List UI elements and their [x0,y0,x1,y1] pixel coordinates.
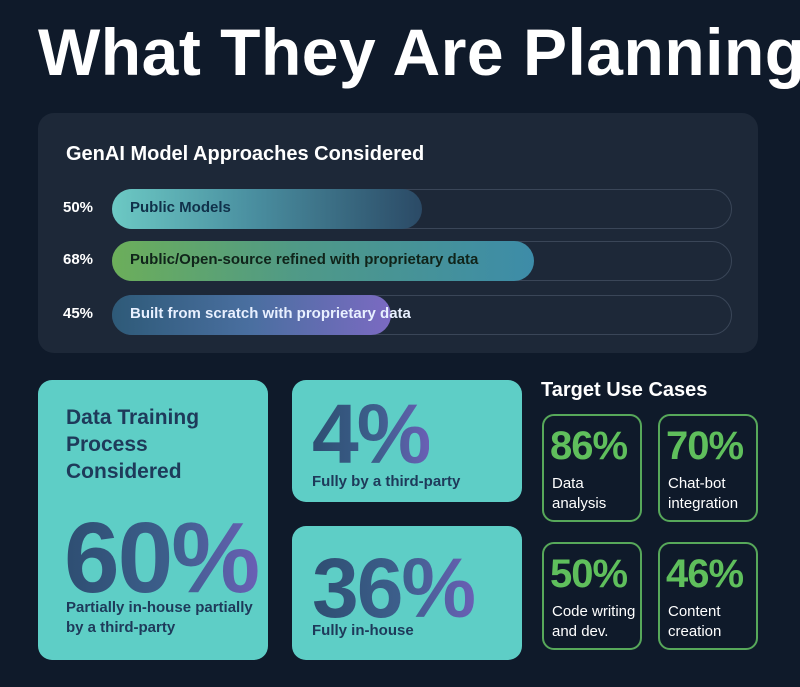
use-cases-title: Target Use Cases [541,379,708,401]
bar-row-public-models: 50% Public Models [38,187,758,231]
use-case-label: Data analysis [552,475,607,512]
use-case-label: Chat-bot integration [668,475,739,512]
use-case-label: Code writing and dev. [552,603,636,640]
approaches-panel: GenAI Model Approaches Considered 50% Pu… [38,113,758,353]
use-case-chatbot: 70% Chat-bot integration [658,414,758,522]
bar-label: Public/Open-source refined with propriet… [130,251,479,268]
training-heading: Data Training Process Considered [66,406,200,483]
use-case-value: 86% [550,424,628,468]
use-case-value: 50% [550,552,628,596]
third-party-card: 4% Fully by a third-party [292,380,522,502]
in-house-value: 36% [312,541,476,635]
training-main-label: Partially in-house partially by a third-… [66,599,253,636]
third-party-label: Fully by a third-party [312,473,461,490]
use-case-value: 70% [666,424,744,468]
third-party-value: 4% [312,387,431,481]
bar-fill [112,241,534,281]
bar-percent: 68% [63,251,94,268]
use-case-data-analysis: 86% Data analysis [542,414,642,522]
use-case-content-creation: 46% Content creation [658,542,758,650]
bar-row-refined: 68% Public/Open-source refined with prop… [38,239,758,283]
in-house-card: 36% Fully in-house [292,526,522,660]
bar-label: Built from scratch with proprietary data [130,305,411,322]
use-case-code-writing: 50% Code writing and dev. [542,542,642,650]
use-case-label: Content creation [668,603,722,640]
in-house-label: Fully in-house [312,622,414,639]
approaches-title: GenAI Model Approaches Considered [66,143,425,165]
page-title: What They Are Planning [38,15,800,89]
training-main-value: 60% [64,502,260,614]
use-case-value: 46% [666,552,744,596]
bar-percent: 50% [63,199,94,216]
training-main-card: Data Training Process Considered 60% Par… [38,380,268,660]
bar-fill [112,295,391,335]
bar-label: Public Models [130,199,231,216]
bar-percent: 45% [63,305,94,322]
bar-row-from-scratch: 45% Built from scratch with proprietary … [38,293,758,337]
bar-fill [112,189,422,229]
